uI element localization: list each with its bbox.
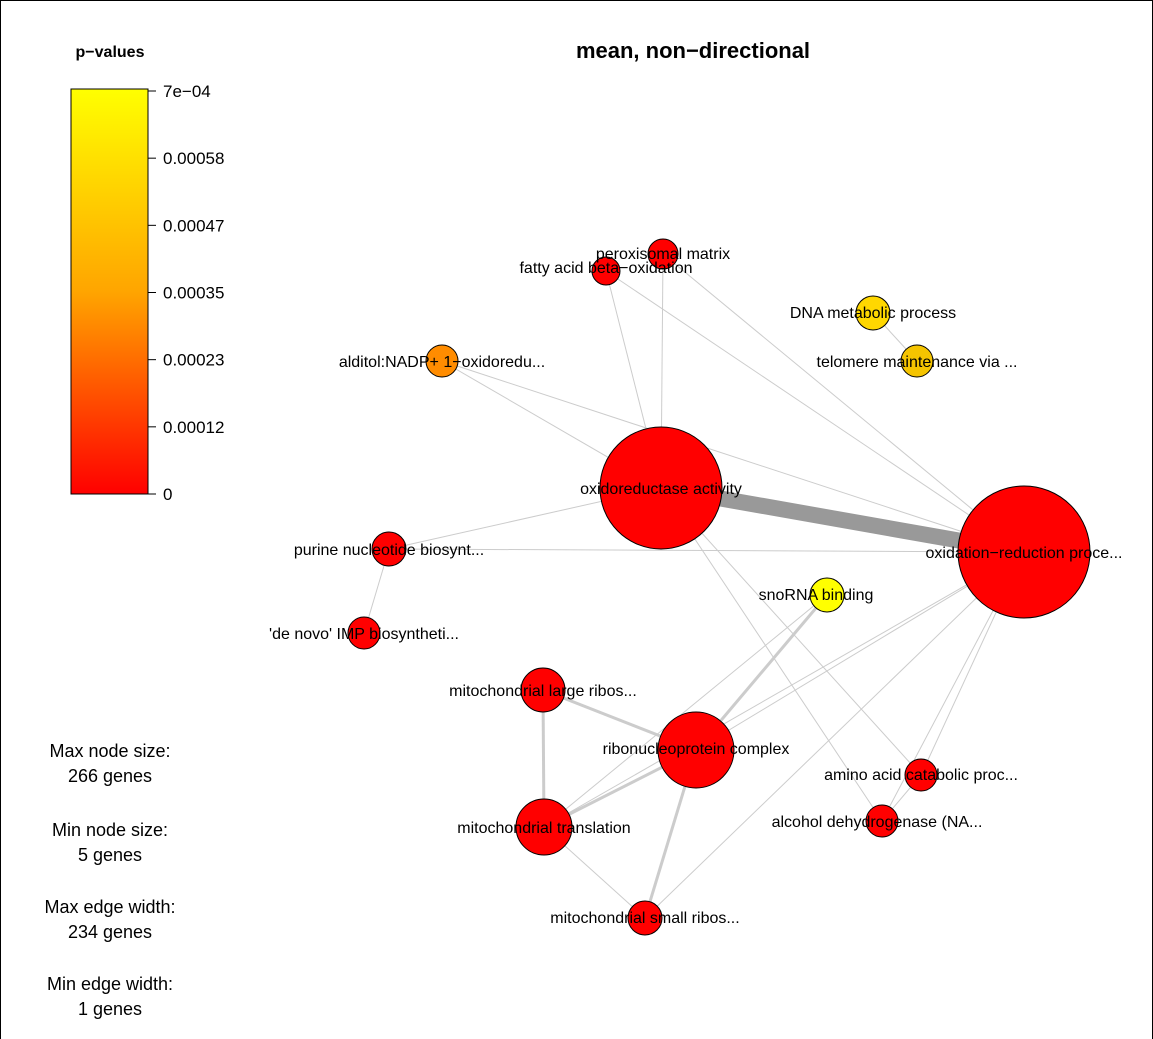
legend-tick-label: 0.00012 — [163, 418, 224, 437]
edge-peroxisomal-oxred — [662, 253, 1025, 553]
max-edge-width-value: 234 genes — [68, 922, 152, 942]
node-mlarge — [520, 667, 566, 713]
node-mtrans — [515, 798, 573, 856]
edge-snorna-mtrans — [543, 594, 828, 828]
size-stats: Max node size: 266 genes Min node size: … — [44, 741, 175, 1019]
node-label-oxidoreductase: oxidoreductase activity — [580, 481, 742, 498]
node-label-snorna: snoRNA binding — [759, 587, 874, 604]
max-node-size-label: Max node size: — [49, 741, 170, 761]
pvalue-legend: p−values 7e−04 0.00058 0.00047 0.00035 0.000… — [70, 44, 224, 504]
node-alcohol — [865, 804, 899, 838]
node-label-mlarge: mitochondrial large ribos... — [449, 683, 637, 700]
edge-fatty-oxred — [605, 270, 1025, 553]
node-label-dna: DNA metabolic process — [790, 305, 956, 322]
node-oxred — [957, 485, 1091, 619]
node-label-oxred: oxidation−reduction proce... — [925, 545, 1122, 562]
legend-tick-label: 0.00058 — [163, 149, 224, 168]
node-telomere — [900, 344, 934, 378]
node-label-rnp: ribonucleoprotein complex — [603, 741, 790, 758]
chart-title: mean, non−directional — [576, 38, 810, 63]
node-label-aminoacid: amino acid catabolic proc... — [824, 767, 1018, 784]
min-node-size-value: 5 genes — [78, 845, 142, 865]
node-label-mtrans: mitochondrial translation — [457, 820, 630, 837]
node-rnp — [657, 711, 735, 789]
node-alditol — [425, 344, 459, 378]
node-label-msmall: mitochondrial small ribos... — [550, 910, 739, 927]
legend-ticks: 7e−04 0.00058 0.00047 0.00035 0.00023 0.00012… — [148, 82, 224, 504]
legend-tick-label: 0.00047 — [163, 216, 224, 235]
min-edge-width-label: Min edge width: — [47, 974, 173, 994]
node-label-denovo: 'de novo' IMP biosyntheti... — [269, 626, 459, 643]
node-denovo — [347, 616, 381, 650]
node-label-fatty: fatty acid beta−oxidation — [519, 260, 692, 277]
legend-tick-label: 0 — [163, 485, 172, 504]
edge-oxidoreductase-alcohol — [660, 487, 883, 822]
node-aminoacid — [904, 758, 938, 792]
node-msmall — [627, 900, 663, 936]
edge-purine-oxred — [388, 548, 1025, 553]
network-nodes — [347, 238, 1091, 936]
edge-oxred-msmall — [644, 551, 1025, 919]
node-label-alditol: alditol:NADP+ 1−oxidoredu... — [339, 354, 545, 371]
edge-oxred-mtrans — [543, 551, 1025, 828]
node-snorna — [809, 577, 845, 613]
legend-tick-label: 0.00023 — [163, 351, 224, 370]
max-node-size-value: 266 genes — [68, 766, 152, 786]
legend-title: p−values — [76, 44, 145, 61]
node-peroxisomal — [647, 238, 679, 270]
node-label-peroxisomal: peroxisomal matrix — [596, 246, 730, 263]
node-label-alcohol: alcohol dehydrogenase (NA... — [772, 814, 983, 831]
min-node-size-label: Min node size: — [52, 820, 168, 840]
node-purine — [371, 531, 407, 567]
node-fatty — [591, 256, 621, 286]
legend-tick-label: 0.00035 — [163, 284, 224, 303]
node-oxidoreductase — [599, 426, 723, 550]
node-dna — [855, 295, 891, 331]
max-edge-width-label: Max edge width: — [44, 897, 175, 917]
edge-oxidoreductase-aminoacid — [660, 487, 922, 776]
node-label-telomere: telomere maintenance via ... — [817, 354, 1018, 371]
legend-color-bar — [70, 88, 149, 495]
edge-alditol-oxred — [441, 360, 1025, 553]
node-label-purine: purine nucleotide biosynt... — [294, 542, 484, 559]
legend-tick-label: 7e−04 — [163, 82, 211, 101]
min-edge-width-value: 1 genes — [78, 999, 142, 1019]
